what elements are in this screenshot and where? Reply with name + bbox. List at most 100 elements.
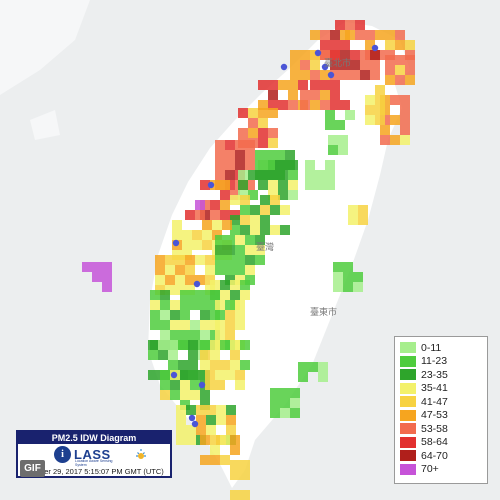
station-marker[interactable] — [191, 420, 199, 428]
legend-label: 58-64 — [421, 436, 448, 449]
station-marker[interactable] — [371, 44, 379, 52]
pm25-cell — [215, 245, 225, 255]
pm25-cell — [320, 50, 330, 60]
pm25-cell — [278, 100, 288, 110]
pm25-cell — [353, 272, 363, 282]
pm25-cell — [170, 330, 180, 340]
pm25-cell — [168, 360, 178, 370]
pm25-cell — [180, 370, 190, 380]
pm25-cell — [280, 388, 290, 398]
pm25-cell — [400, 95, 410, 105]
pm25-cell — [165, 255, 175, 265]
pm25-cell — [186, 435, 196, 445]
pm25-cell — [230, 195, 240, 205]
pm25-cell — [215, 265, 225, 275]
legend-label: 64-70 — [421, 449, 448, 462]
pm25-cell — [200, 390, 210, 400]
pm25-cell — [175, 275, 185, 285]
station-marker[interactable] — [314, 49, 322, 57]
pm25-cell — [225, 320, 235, 330]
pm25-cell — [176, 425, 186, 435]
pm25-cell — [148, 340, 158, 350]
diagram-timestamp: October 29, 2017 5:15:07 PM GMT (UTC) — [24, 467, 164, 476]
pm25-cell — [288, 190, 298, 200]
station-marker[interactable] — [207, 181, 215, 189]
pm25-cell — [148, 350, 158, 360]
station-marker[interactable] — [198, 381, 206, 389]
pm25-cell — [170, 300, 180, 310]
pm25-cell — [235, 150, 245, 160]
pm25-cell — [375, 95, 385, 105]
pm25-cell — [215, 170, 225, 180]
pm25-cell — [360, 70, 370, 80]
station-marker[interactable] — [321, 63, 329, 71]
pm25-cell — [240, 205, 250, 215]
pm25-cell — [268, 100, 278, 110]
pm25-cell — [380, 125, 390, 135]
pm25-cell — [315, 170, 325, 180]
pm25-cell — [215, 330, 225, 340]
legend-item: 41-47 — [400, 395, 482, 409]
pm25-cell — [238, 180, 248, 190]
pm25-cell — [288, 170, 298, 180]
pm25-cell — [220, 340, 230, 350]
pm25-cell — [358, 215, 368, 225]
pm25-grid-cells — [82, 20, 415, 500]
pm25-cell — [225, 370, 235, 380]
pm25-cell — [390, 135, 400, 145]
station-marker[interactable] — [172, 239, 180, 247]
pm25-cell — [365, 115, 375, 125]
pm25-cell — [186, 425, 196, 435]
pm25-cell — [192, 240, 202, 250]
pm25-cell — [300, 90, 310, 100]
pm25-cell — [325, 110, 335, 120]
pm25-cell — [220, 280, 230, 290]
pm25-cell — [260, 225, 270, 235]
legend-label: 11-23 — [421, 355, 448, 368]
pm25-cell — [400, 135, 410, 145]
legend-item: 23-35 — [400, 368, 482, 382]
pm25-cell — [200, 360, 210, 370]
pm25-cell — [225, 245, 235, 255]
pm25-cell — [238, 170, 248, 180]
pm25-cell — [230, 360, 240, 370]
pm25-cell — [300, 60, 310, 70]
pm25-cell — [195, 210, 205, 220]
pm25-cell — [186, 405, 196, 415]
station-marker[interactable] — [327, 71, 335, 79]
station-marker[interactable] — [188, 414, 196, 422]
pm25-cell — [235, 265, 245, 275]
pm25-cell — [158, 350, 168, 360]
pm25-cell — [335, 120, 345, 130]
pm25-cell — [180, 390, 190, 400]
pm25-cell — [238, 128, 248, 138]
pm25-cell — [260, 205, 270, 215]
pm25-cell — [255, 170, 265, 180]
background-landmasses — [0, 0, 90, 140]
pm25-cell — [216, 405, 226, 415]
pm25-cell — [250, 225, 260, 235]
pm25-cell — [400, 115, 410, 125]
pm25-cell — [190, 300, 200, 310]
station-marker[interactable] — [193, 280, 201, 288]
station-marker[interactable] — [280, 63, 288, 71]
pm25-cell — [258, 100, 268, 110]
pm25-cell — [215, 370, 225, 380]
pm25-cell — [180, 300, 190, 310]
pm25-cell — [245, 160, 255, 170]
pm25-cell — [305, 160, 315, 170]
pm25-cell — [190, 290, 200, 300]
pm25-cell — [240, 215, 250, 225]
pm25-cell — [330, 30, 340, 40]
pm25-cell — [240, 225, 250, 235]
pm25-cell — [220, 180, 230, 190]
pm25-cell — [310, 60, 320, 70]
pm25-cell — [235, 380, 245, 390]
pm25-cell — [365, 105, 375, 115]
legend-item: 53-58 — [400, 422, 482, 436]
lass-logo-text: LASS — [74, 447, 111, 462]
station-marker[interactable] — [170, 371, 178, 379]
pm25-cell — [160, 310, 170, 320]
